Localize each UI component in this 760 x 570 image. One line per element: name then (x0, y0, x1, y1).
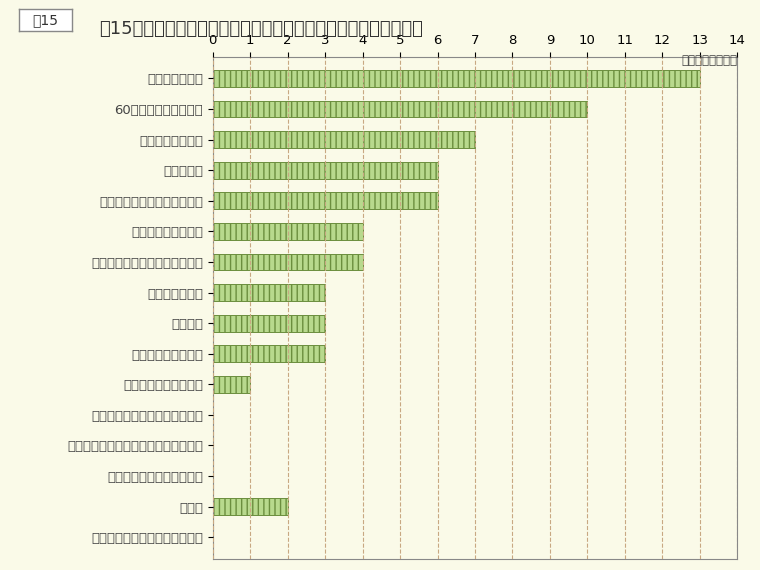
Text: （単位：企業数）: （単位：企業数） (681, 54, 737, 67)
Text: 図15: 図15 (33, 13, 59, 27)
Bar (213, 192, 438, 209)
Bar (213, 345, 325, 362)
Text: 図15　従業員数が少ない年齢層があることへの対応（複数回答）: 図15 従業員数が少ない年齢層があることへの対応（複数回答） (99, 20, 423, 38)
Bar (213, 254, 363, 270)
Bar (213, 498, 288, 515)
Bar (213, 284, 325, 301)
Bar (213, 100, 587, 117)
Bar (213, 376, 250, 393)
Bar (213, 162, 438, 178)
Bar (213, 315, 325, 332)
Bar (213, 223, 363, 240)
Bar (213, 131, 475, 148)
Bar (213, 70, 700, 87)
